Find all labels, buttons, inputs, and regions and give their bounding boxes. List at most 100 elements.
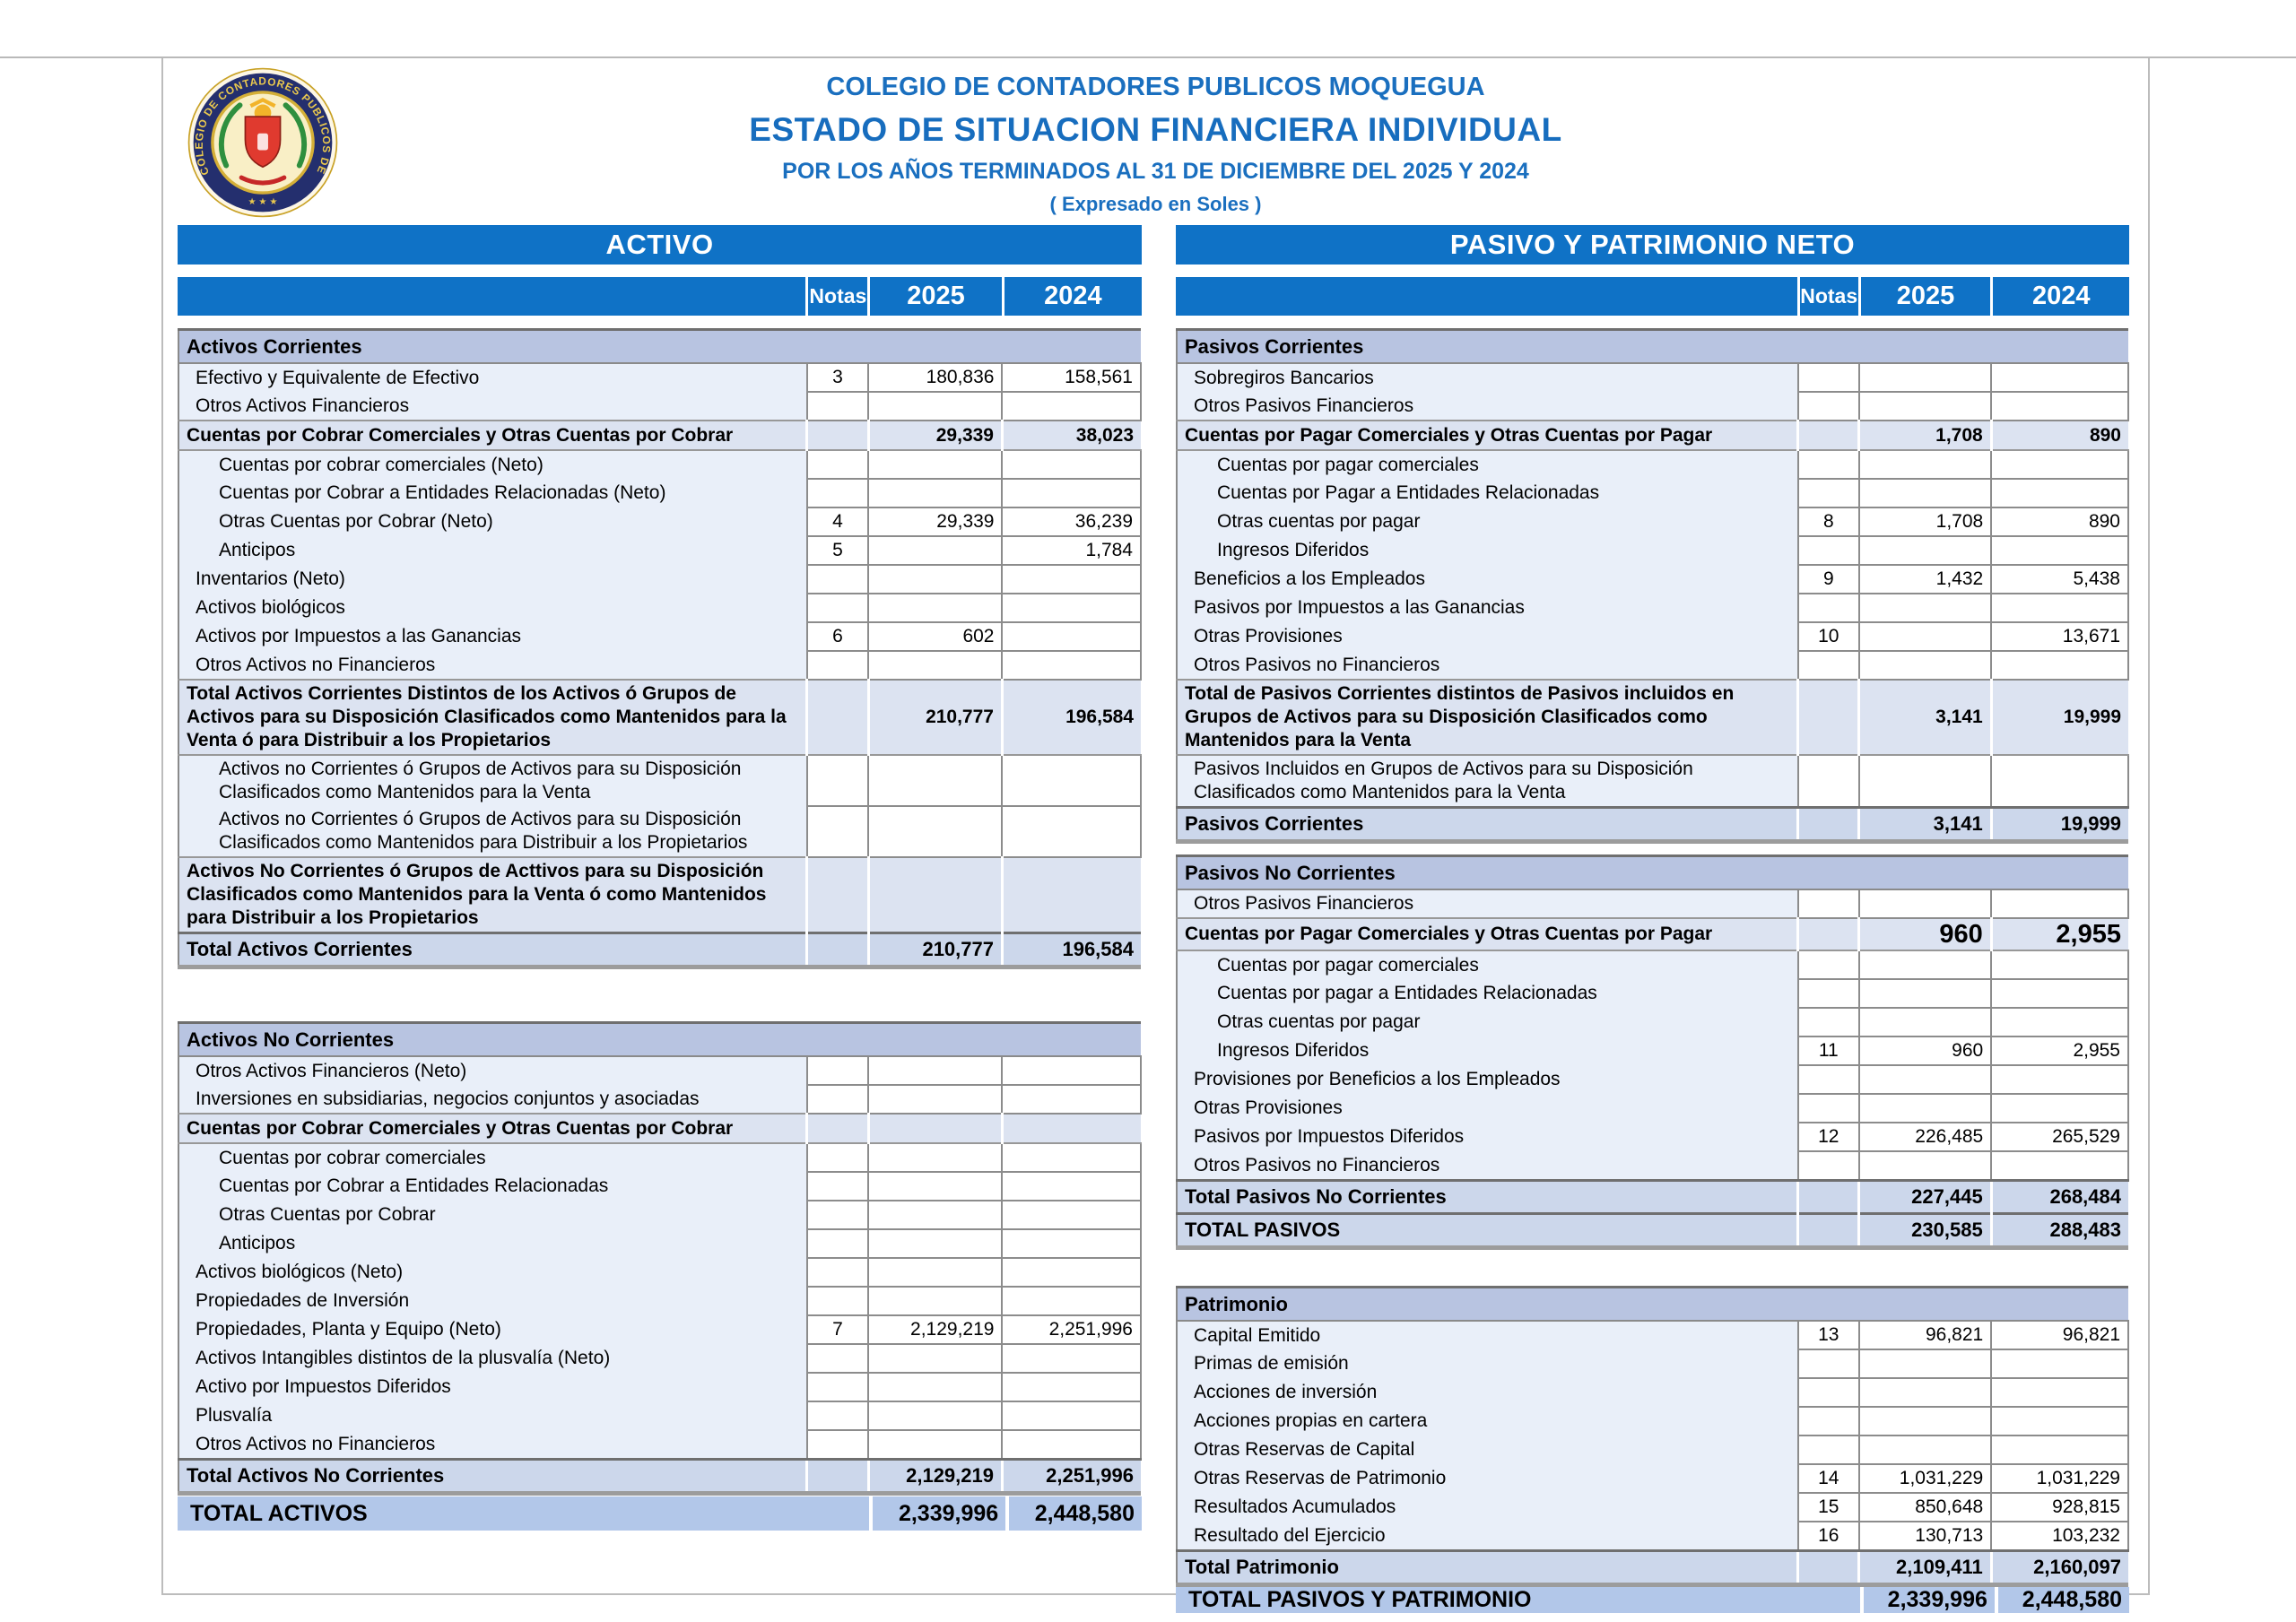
row-nota-cell <box>1796 478 1860 508</box>
row-nota-cell <box>1796 1064 1860 1095</box>
row-value-2024 <box>1990 593 2129 623</box>
row-nota-cell <box>805 564 870 594</box>
table-row: Activos no Corrientes ó Grupos de Activo… <box>178 805 1142 858</box>
row-label: Cuentas por cobrar comerciales <box>178 1143 808 1172</box>
row-value-2025 <box>867 1429 1004 1461</box>
row-value-2025 <box>867 1142 1004 1173</box>
row-value-2025 <box>1858 1286 1992 1322</box>
row-value-2024 <box>1990 754 2129 809</box>
row-value-2025 <box>867 1055 1004 1086</box>
row-label: Cuentas por Cobrar a Entidades Relaciona… <box>178 479 808 507</box>
row-value-2024 <box>1001 478 1142 508</box>
row-label: Acciones propias en cartera <box>1177 1407 1799 1436</box>
table-row: Resultado del Ejercicio 16 130,713 103,232 <box>1177 1521 2129 1552</box>
row-nota-cell <box>805 856 869 934</box>
row-nota-cell <box>805 391 870 421</box>
row-label: Activos por Impuestos a las Ganancias <box>178 622 808 651</box>
row-value-2024 <box>1990 1093 2129 1123</box>
table-row: Otras Cuentas por Cobrar <box>178 1200 1142 1230</box>
row-value-2025 <box>1857 650 1993 681</box>
row-nota-cell <box>1796 1549 1859 1587</box>
row-nota-cell <box>805 1372 870 1402</box>
row-value-2024 <box>1990 1406 2129 1436</box>
table-row: Activos biológicos (Neto) <box>178 1257 1142 1288</box>
row-value-2024: 158,561 <box>1001 362 1142 393</box>
table-row: Plusvalía <box>178 1401 1142 1431</box>
row-value-2024: 5,438 <box>1990 564 2129 594</box>
table-row: Activos por Impuestos a las Ganancias 6 60… <box>178 621 1142 652</box>
row-nota-cell <box>805 593 870 623</box>
row-nota-cell <box>806 328 869 364</box>
title-block: COLEGIO DE CONTADORES PUBLICOS MOQUEGUA … <box>163 58 2148 214</box>
row-label: Total Patrimonio <box>1177 1549 1798 1587</box>
table-row: Otros Activos no Financieros <box>178 1429 1142 1461</box>
row-value-2024: 196,584 <box>1000 679 1141 756</box>
table-row: Activos No Corrientes ó Grupos de Acttiv… <box>178 856 1141 934</box>
row-label: Otros Activos Financieros <box>178 392 808 421</box>
row-value-2025 <box>1857 621 1993 652</box>
row-label: Total Activos No Corrientes <box>178 1458 807 1496</box>
row-value-2024 <box>1001 1343 1142 1374</box>
table-row: Total Pasivos No Corrientes 227,445 268,48… <box>1177 1179 2128 1215</box>
row-value-2025 <box>867 1200 1004 1230</box>
row-value-2025 <box>867 391 1004 421</box>
panel-activo: ACTIVO Notas 2025 2024 Activos Corriente… <box>178 225 1142 1531</box>
row-value-2025 <box>1857 1349 1993 1379</box>
row-nota-cell <box>1796 1212 1859 1250</box>
row-value-2024: 2,955 <box>1990 1036 2129 1066</box>
row-value-2025 <box>867 805 1004 858</box>
row-label: Activo por Impuestos Diferidos <box>178 1373 808 1401</box>
row-label: Cuentas por Cobrar Comerciales y Otras C… <box>178 420 807 451</box>
column-header-2025: 2025 <box>1857 277 1992 316</box>
table-row: Resultados Acumulados 15 850,648 928,815 <box>1177 1492 2129 1522</box>
table-row: Otros Activos no Financieros <box>178 650 1142 681</box>
row-value-2024 <box>1001 1401 1142 1431</box>
row-value-2025 <box>1857 478 1993 508</box>
row-nota-cell <box>805 1343 870 1374</box>
row-label: Acciones de inversión <box>1177 1378 1799 1407</box>
row-value-2025: 1,031,229 <box>1857 1463 1993 1494</box>
row-value-2024 <box>1990 650 2129 681</box>
row-value-2024 <box>1990 449 2129 480</box>
row-nota-cell <box>805 1228 870 1259</box>
row-value-2024 <box>1990 1377 2129 1408</box>
row-value-2025 <box>1857 1093 1993 1123</box>
page-top-rule <box>0 56 2296 58</box>
activo-column-headers: Notas 2025 2024 <box>178 277 1142 316</box>
row-nota-cell <box>805 805 870 858</box>
table-row: Provisiones por Beneficios a los Emplead… <box>1177 1064 2129 1095</box>
row-value-2025 <box>867 1343 1004 1374</box>
row-nota-cell <box>1797 854 1859 890</box>
statement-block: Pasivos No Corrientes Otros Pasivos Finan… <box>1176 854 2129 1250</box>
row-value-2024: 288,483 <box>1989 1212 2128 1250</box>
row-value-2024 <box>1001 564 1142 594</box>
row-nota-cell <box>805 754 870 807</box>
row-value-2024 <box>1002 328 1141 364</box>
table-row: Otras cuentas por pagar 8 1,708 890 <box>1177 507 2129 537</box>
table-row: Cuentas por pagar a Entidades Relacionad… <box>1177 978 2129 1009</box>
table-row: Acciones de inversión <box>1177 1377 2129 1408</box>
row-value-2025 <box>867 1228 1004 1259</box>
table-row: Pasivos por Impuestos Diferidos 12 226,485… <box>1177 1122 2129 1152</box>
row-nota-cell <box>1796 978 1860 1009</box>
row-nota-cell <box>1797 1286 1859 1322</box>
statement-table: Patrimonio Capital Emitido 13 96,821 96,821 P… <box>1176 1286 2129 1587</box>
row-value-2025: 210,777 <box>866 932 1003 969</box>
row-value-2025: 960 <box>1857 917 1992 951</box>
table-row: Activos biológicos <box>178 593 1142 623</box>
table-row: Inventarios (Neto) <box>178 564 1142 594</box>
row-value-2025 <box>1857 889 1993 919</box>
row-nota-cell <box>1796 1406 1860 1436</box>
row-label: Pasivos No Corrientes <box>1177 854 1798 890</box>
row-value-2024: 19,999 <box>1989 679 2128 756</box>
row-value-2025 <box>866 1113 1003 1144</box>
row-value-2024 <box>1990 1435 2129 1465</box>
row-value-2024 <box>1001 1055 1142 1086</box>
row-label: Otros Pasivos Financieros <box>1177 889 1799 918</box>
row-nota-cell: 14 <box>1796 1463 1860 1494</box>
row-value-2024 <box>1000 856 1141 934</box>
row-label: Sobregiros Bancarios <box>1177 363 1799 392</box>
table-row: Activo por Impuestos Diferidos <box>178 1372 1142 1402</box>
row-label: Cuentas por cobrar comerciales (Neto) <box>178 450 808 479</box>
row-label: Otras Provisiones <box>1177 1094 1799 1123</box>
